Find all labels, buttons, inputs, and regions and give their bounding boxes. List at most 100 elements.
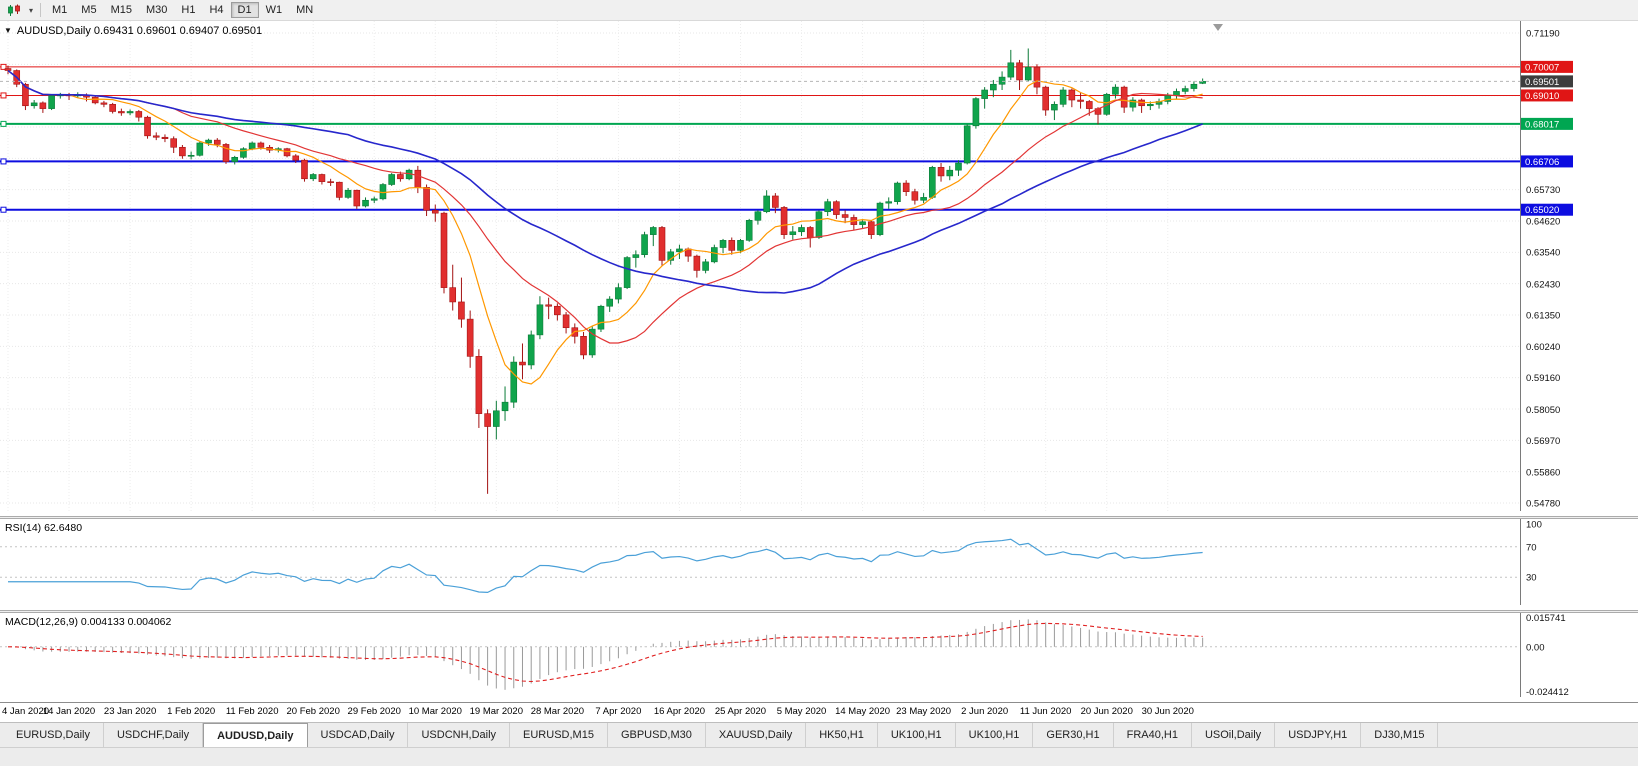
time-axis-label: 5 May 2020: [776, 706, 827, 717]
timeframe-buttons: M1 M5 M15 M30 H1 H4 D1 W1 MN: [45, 2, 320, 18]
candle-body: [658, 227, 666, 261]
candle-body: [902, 182, 910, 192]
chart-tab-dj30-m15[interactable]: DJ30,M15: [1361, 723, 1439, 747]
candle-body: [780, 207, 788, 235]
candle-body: [745, 220, 753, 241]
price-tick-label: 0.71190: [1526, 29, 1560, 40]
price-level-badge-text: 0.70007: [1525, 62, 1559, 73]
macd-panel[interactable]: 0.015741 0.00 -0.024412 MACD(12,26,9) 0.00…: [0, 613, 1638, 702]
ma-fast-line: [7, 70, 1203, 385]
rsi-line: [8, 538, 1203, 593]
candle-body: [859, 221, 866, 225]
chart-tab-uk100-h1[interactable]: UK100,H1: [878, 723, 956, 747]
candle-body: [152, 135, 160, 138]
level-lines: [0, 63, 1520, 213]
panel-splitter-rsi[interactable]: [0, 516, 1638, 519]
chart-title-text: AUDUSD,Daily 0.69431 0.69601 0.69407 0.6…: [16, 25, 263, 37]
candle-body: [257, 142, 265, 148]
rsi-panel[interactable]: 100 70 30 RSI(14) 62.6480: [0, 519, 1638, 610]
timeframe-button-M5[interactable]: M5: [74, 2, 103, 18]
candle-body: [170, 138, 177, 148]
chart-tab-bar: EURUSD,Daily USDCHF,Daily AUDUSD,Daily USDC…: [0, 722, 1638, 747]
candle-body: [519, 361, 526, 366]
chart-tab-usoil-daily[interactable]: USOil,Daily: [1192, 723, 1276, 747]
candle-body: [327, 181, 334, 183]
timeframe-button-M30[interactable]: M30: [139, 2, 174, 18]
candle-body: [1164, 95, 1172, 102]
line-handle[interactable]: [0, 120, 7, 127]
line-handle[interactable]: [0, 92, 7, 99]
candle-body: [789, 231, 797, 235]
chart-tab-hk50-h1[interactable]: HK50,H1: [806, 723, 878, 747]
time-axis-label: 19 Mar 2020: [469, 706, 523, 717]
line-handle[interactable]: [0, 206, 7, 213]
candle-body: [754, 211, 762, 221]
timeframe-button-W1[interactable]: W1: [259, 2, 290, 18]
main-chart-panel[interactable]: 0.71190 0.65730 0.64620 0.63540 0.62430 0.613…: [0, 21, 1638, 516]
time-axis-label: 29 Feb 2020: [347, 706, 401, 717]
chart-shift-marker[interactable]: [1213, 24, 1223, 31]
toolbar-separator: [40, 3, 42, 17]
candle-body: [91, 96, 99, 104]
price-level-badge-text: 0.69010: [1525, 91, 1559, 102]
chart-tab-eurusd-daily[interactable]: EURUSD,Daily: [3, 723, 104, 747]
time-axis-label: 23 May 2020: [896, 706, 952, 717]
candle-body: [440, 212, 448, 288]
timeframe-button-MN[interactable]: MN: [289, 2, 320, 18]
time-axis[interactable]: 4 Jan 2020 14 Jan 2020 23 Jan 2020 1 Feb 20…: [0, 702, 1638, 722]
candle-body: [536, 304, 544, 336]
candle-body: [606, 298, 613, 307]
price-tick-label: 0.58050: [1526, 405, 1560, 416]
price-axis-labels: 0.71190 0.65730 0.64620 0.63540 0.62430 0.613…: [1526, 29, 1560, 510]
line-handle[interactable]: [0, 158, 7, 165]
ma-mid-line: [7, 70, 1203, 344]
time-axis-label: 4 Jan 2020: [2, 706, 50, 717]
candle-body: [1051, 104, 1058, 111]
candle-body: [248, 142, 256, 150]
candle-body: [833, 201, 840, 215]
candle-body: [179, 146, 186, 157]
status-bar: [0, 747, 1638, 766]
timeframe-button-M1[interactable]: M1: [45, 2, 74, 18]
macd-signal-line: [7, 622, 1203, 683]
rsi-chart: 100 70 30: [0, 519, 1542, 605]
candle-body: [309, 174, 317, 180]
candle-body: [1042, 86, 1049, 111]
chart-tab-eurusd-m15[interactable]: EURUSD,M15: [510, 723, 608, 747]
chart-tab-gbpusd-m30[interactable]: GBPUSD,M30: [608, 723, 706, 747]
candle-body: [937, 167, 945, 177]
candle-body: [388, 174, 395, 185]
chart-tab-usdchf-daily[interactable]: USDCHF,Daily: [104, 723, 204, 747]
chart-tab-usdcnh-daily[interactable]: USDCNH,Daily: [408, 723, 511, 747]
timeframe-button-H1[interactable]: H1: [174, 2, 202, 18]
price-chart: 0.71190 0.65730 0.64620 0.63540 0.62430 0.613…: [0, 21, 1573, 511]
chart-type-dropdown[interactable]: ▾: [26, 1, 36, 19]
candle-body: [545, 304, 552, 307]
panel-splitter-macd[interactable]: [0, 610, 1638, 613]
chart-tab-ger30-h1[interactable]: GER30,H1: [1033, 723, 1114, 747]
candle-body: [431, 209, 439, 214]
chart-tab-audusd-daily[interactable]: AUDUSD,Daily: [203, 723, 308, 747]
timeframe-button-H4[interactable]: H4: [202, 2, 230, 18]
candle-body: [344, 189, 352, 198]
chart-tab-xauusd-daily[interactable]: XAUUSD,Daily: [706, 723, 807, 747]
candle-body: [728, 240, 736, 251]
chart-menu-icon[interactable]: ▼: [4, 26, 12, 35]
line-handle[interactable]: [0, 63, 7, 70]
timeframe-button-M15[interactable]: M15: [104, 2, 139, 18]
candle-body: [824, 201, 831, 213]
timeframe-button-D1[interactable]: D1: [230, 2, 259, 18]
chart-tab-uk100-h1[interactable]: UK100,H1: [956, 723, 1034, 747]
macd-histogram: [16, 619, 1204, 690]
top-toolbar: ▾ M1 M5 M15 M30 H1 H4 D1 W1 MN: [0, 0, 1638, 21]
chart-type-button[interactable]: [3, 1, 26, 19]
rsi-tick-label: 30: [1526, 573, 1537, 584]
chart-tab-usdjpy-h1[interactable]: USDJPY,H1: [1275, 723, 1362, 747]
candle-body: [972, 98, 980, 127]
candle-body: [187, 154, 195, 157]
chart-tab-usdcad-daily[interactable]: USDCAD,Daily: [308, 723, 409, 747]
candle-body: [484, 413, 491, 427]
candle-body: [562, 314, 570, 329]
chart-tab-fra40-h1[interactable]: FRA40,H1: [1114, 723, 1192, 747]
candle-body: [22, 83, 29, 107]
